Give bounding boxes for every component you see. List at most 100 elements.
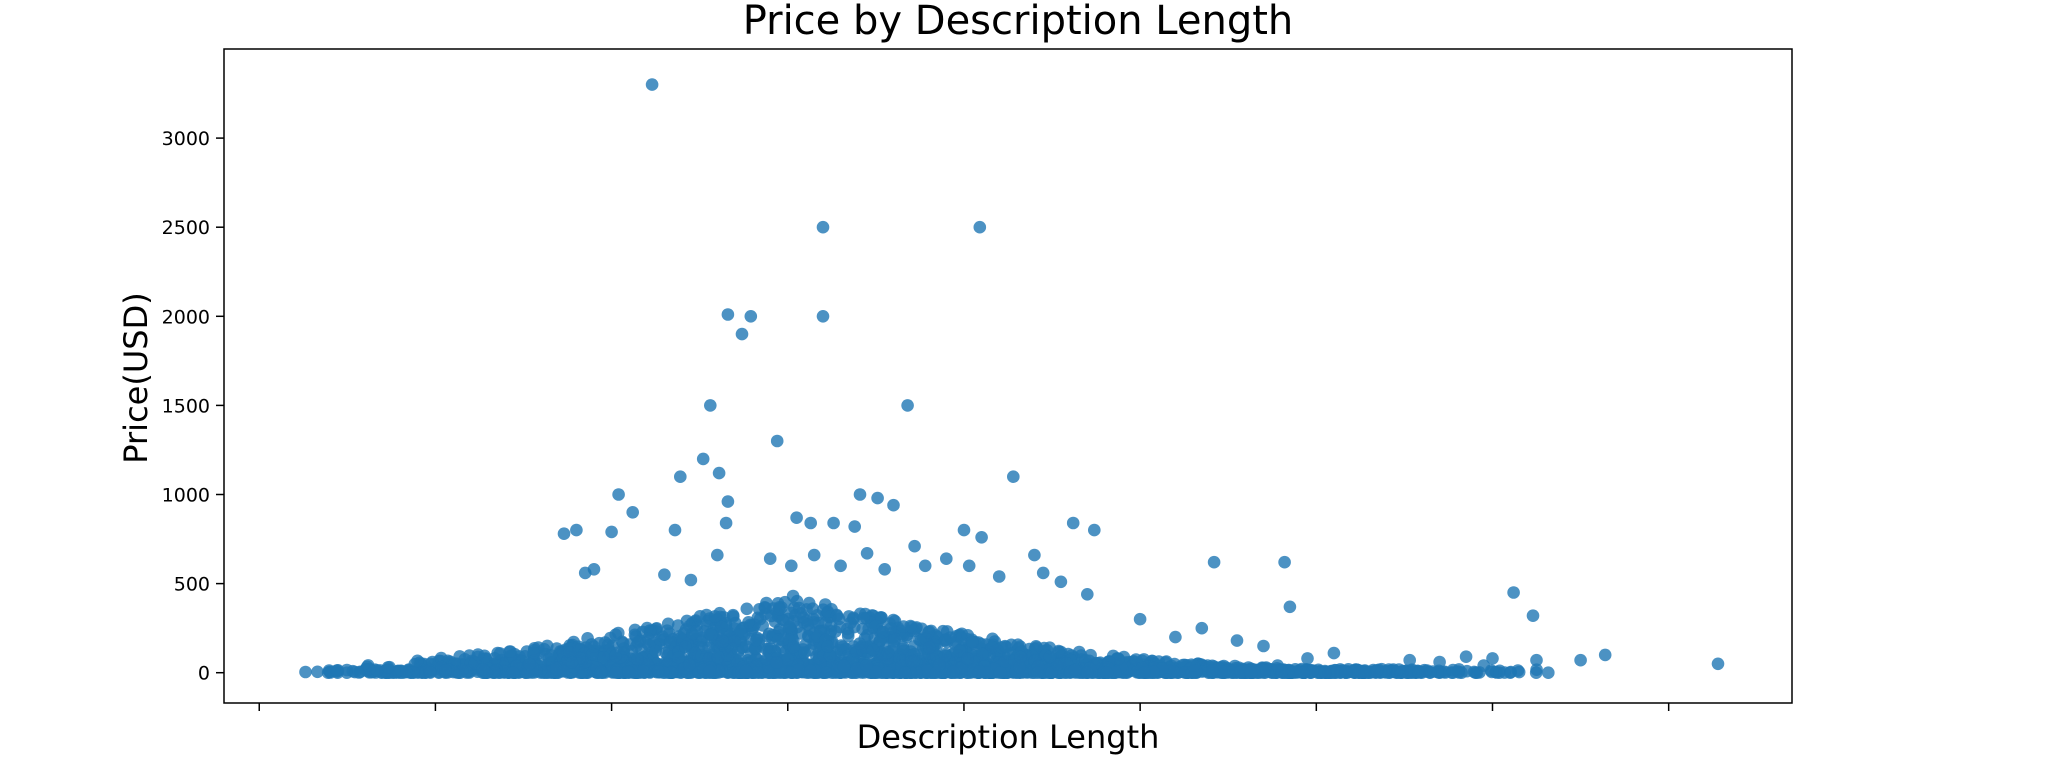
data-point xyxy=(832,612,846,626)
x-axis-ticks xyxy=(258,703,1670,711)
data-point xyxy=(1278,555,1291,569)
data-point xyxy=(801,618,814,631)
data-point xyxy=(876,625,890,639)
data-point xyxy=(672,651,685,664)
data-point xyxy=(1081,666,1094,679)
data-point xyxy=(544,649,558,662)
data-point xyxy=(735,327,749,341)
data-point xyxy=(674,470,687,484)
data-point xyxy=(1000,640,1013,654)
data-point xyxy=(506,666,520,679)
data-point xyxy=(708,610,722,623)
data-point xyxy=(721,649,734,662)
data-point xyxy=(763,552,777,565)
data-point xyxy=(1138,666,1151,679)
data-point xyxy=(1088,523,1101,537)
data-point xyxy=(953,644,966,658)
data-point xyxy=(609,666,623,679)
data-point xyxy=(907,654,921,668)
data-point xyxy=(1014,650,1027,664)
y-axis-ticks: 0 500 1000 1500 2000 2500 3000 xyxy=(162,128,224,685)
data-point xyxy=(759,601,772,615)
data-point xyxy=(804,516,817,530)
data-point xyxy=(1711,657,1725,671)
data-point xyxy=(860,547,874,560)
data-point xyxy=(1036,566,1050,580)
data-point xyxy=(1327,646,1341,660)
data-point xyxy=(1031,666,1045,679)
data-point xyxy=(859,659,873,672)
data-point xyxy=(1507,586,1520,599)
data-point xyxy=(773,603,786,616)
data-point xyxy=(1512,665,1526,679)
data-point xyxy=(1207,555,1221,569)
data-point xyxy=(715,620,728,634)
data-point xyxy=(771,633,785,646)
data-point xyxy=(973,665,986,678)
data-point xyxy=(491,646,505,660)
data-point xyxy=(658,568,671,581)
data-point xyxy=(798,646,811,659)
data-point xyxy=(381,661,395,674)
data-point xyxy=(1051,658,1064,671)
data-point xyxy=(834,639,848,652)
data-point xyxy=(1081,588,1094,601)
data-point xyxy=(770,656,783,669)
plot-frame xyxy=(223,48,1793,704)
data-point xyxy=(637,664,650,678)
data-point xyxy=(684,573,698,587)
data-point xyxy=(821,640,835,653)
data-point xyxy=(1403,653,1416,667)
data-point xyxy=(1169,630,1182,644)
data-point xyxy=(721,495,735,508)
data-point xyxy=(898,666,912,679)
data-point xyxy=(1133,612,1147,626)
x-axis-label: Description Length xyxy=(857,718,1160,756)
data-point xyxy=(829,625,842,638)
data-point xyxy=(1187,659,1201,672)
data-point xyxy=(1467,665,1481,679)
data-point xyxy=(857,611,870,625)
data-point xyxy=(802,596,816,610)
data-point xyxy=(1486,652,1499,665)
data-point xyxy=(786,589,800,603)
data-point xyxy=(751,666,764,679)
data-point xyxy=(563,646,577,659)
data-point xyxy=(740,602,754,616)
data-point xyxy=(881,666,894,679)
data-point xyxy=(1054,575,1068,589)
data-point xyxy=(719,516,733,530)
data-point xyxy=(1339,665,1352,679)
data-point xyxy=(871,491,884,505)
data-point xyxy=(869,665,882,679)
y-axis-label: Price(USD) xyxy=(117,292,155,463)
data-point xyxy=(955,631,968,645)
data-point xyxy=(662,644,676,658)
y-tick-label: 3000 xyxy=(162,128,210,150)
data-point xyxy=(976,647,989,661)
data-point xyxy=(888,632,901,646)
data-point xyxy=(1542,666,1555,679)
data-point xyxy=(938,649,952,662)
data-point xyxy=(965,635,979,649)
data-point xyxy=(1530,663,1543,676)
data-point xyxy=(734,624,747,638)
data-point xyxy=(523,657,536,671)
data-point xyxy=(1301,652,1314,665)
data-point xyxy=(875,611,888,624)
data-point xyxy=(311,665,324,679)
data-point xyxy=(750,633,763,647)
data-point xyxy=(783,620,796,634)
data-point xyxy=(411,654,424,668)
data-point xyxy=(557,664,570,678)
data-point xyxy=(690,625,704,638)
data-point xyxy=(742,616,755,629)
data-point xyxy=(834,559,847,573)
data-point xyxy=(352,666,366,679)
data-point xyxy=(804,664,817,678)
data-point xyxy=(570,523,583,537)
data-point xyxy=(973,220,987,234)
data-point xyxy=(1530,653,1543,667)
data-point xyxy=(1598,648,1612,662)
data-point xyxy=(1068,663,1082,677)
